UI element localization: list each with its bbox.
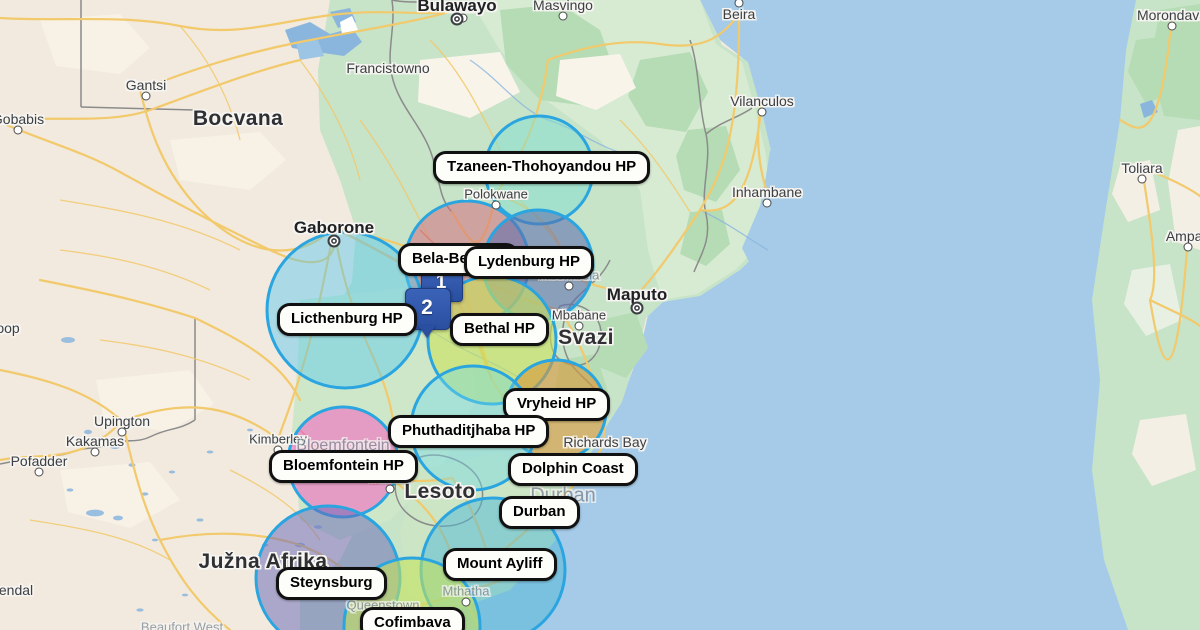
- cluster-marker-count: 1: [435, 272, 447, 293]
- city-dot-icon: [564, 281, 574, 291]
- hp-label-bethal[interactable]: Bethal HP: [450, 313, 549, 346]
- cluster-marker-pointer-icon: [418, 325, 436, 338]
- city-dot-icon: [757, 107, 767, 117]
- hp-label-lydenburg[interactable]: Lydenburg HP: [464, 246, 594, 279]
- city-dot-icon: [327, 234, 341, 248]
- city-dot-icon: [141, 91, 151, 101]
- city-dot-icon: [1183, 242, 1193, 252]
- city-dot-icon: [734, 0, 744, 8]
- hp-label-mount-ayliff[interactable]: Mount Ayliff: [443, 548, 557, 581]
- hp-label-vryheid[interactable]: Vryheid HP: [503, 388, 611, 421]
- hp-label-steynsburg[interactable]: Steynsburg: [276, 567, 387, 600]
- city-dot-icon: [630, 301, 644, 315]
- hp-label-lichtenburg[interactable]: Licthenburg HP: [277, 303, 417, 336]
- city-dot-icon: [558, 11, 568, 21]
- hp-label-durban[interactable]: Durban: [499, 496, 580, 529]
- city-dot-icon: [13, 125, 23, 135]
- hp-label-bloemfontein[interactable]: Bloemfontein HP: [269, 450, 418, 483]
- city-dot-icon: [117, 427, 127, 437]
- hp-label-phuthaditjhaba[interactable]: Phuthaditjhaba HP: [388, 415, 550, 448]
- city-dot-icon: [450, 12, 464, 26]
- city-dot-icon: [1137, 174, 1147, 184]
- city-dot-icon: [1167, 21, 1177, 31]
- city-dot-icon: [385, 484, 395, 494]
- hp-label-cofimbava[interactable]: Cofimbava: [360, 607, 465, 630]
- hp-label-tzaneen[interactable]: Tzaneen-Thohoyandou HP: [433, 151, 651, 184]
- hp-label-dolphin-coast[interactable]: Dolphin Coast: [508, 453, 638, 486]
- city-dot-icon: [491, 200, 501, 210]
- city-dot-icon: [34, 467, 44, 477]
- city-dot-icon: [762, 198, 772, 208]
- cluster-marker-count: 2: [421, 296, 433, 319]
- city-dot-icon: [461, 597, 471, 607]
- city-dot-icon: [90, 447, 100, 457]
- city-dot-icon: [574, 321, 584, 331]
